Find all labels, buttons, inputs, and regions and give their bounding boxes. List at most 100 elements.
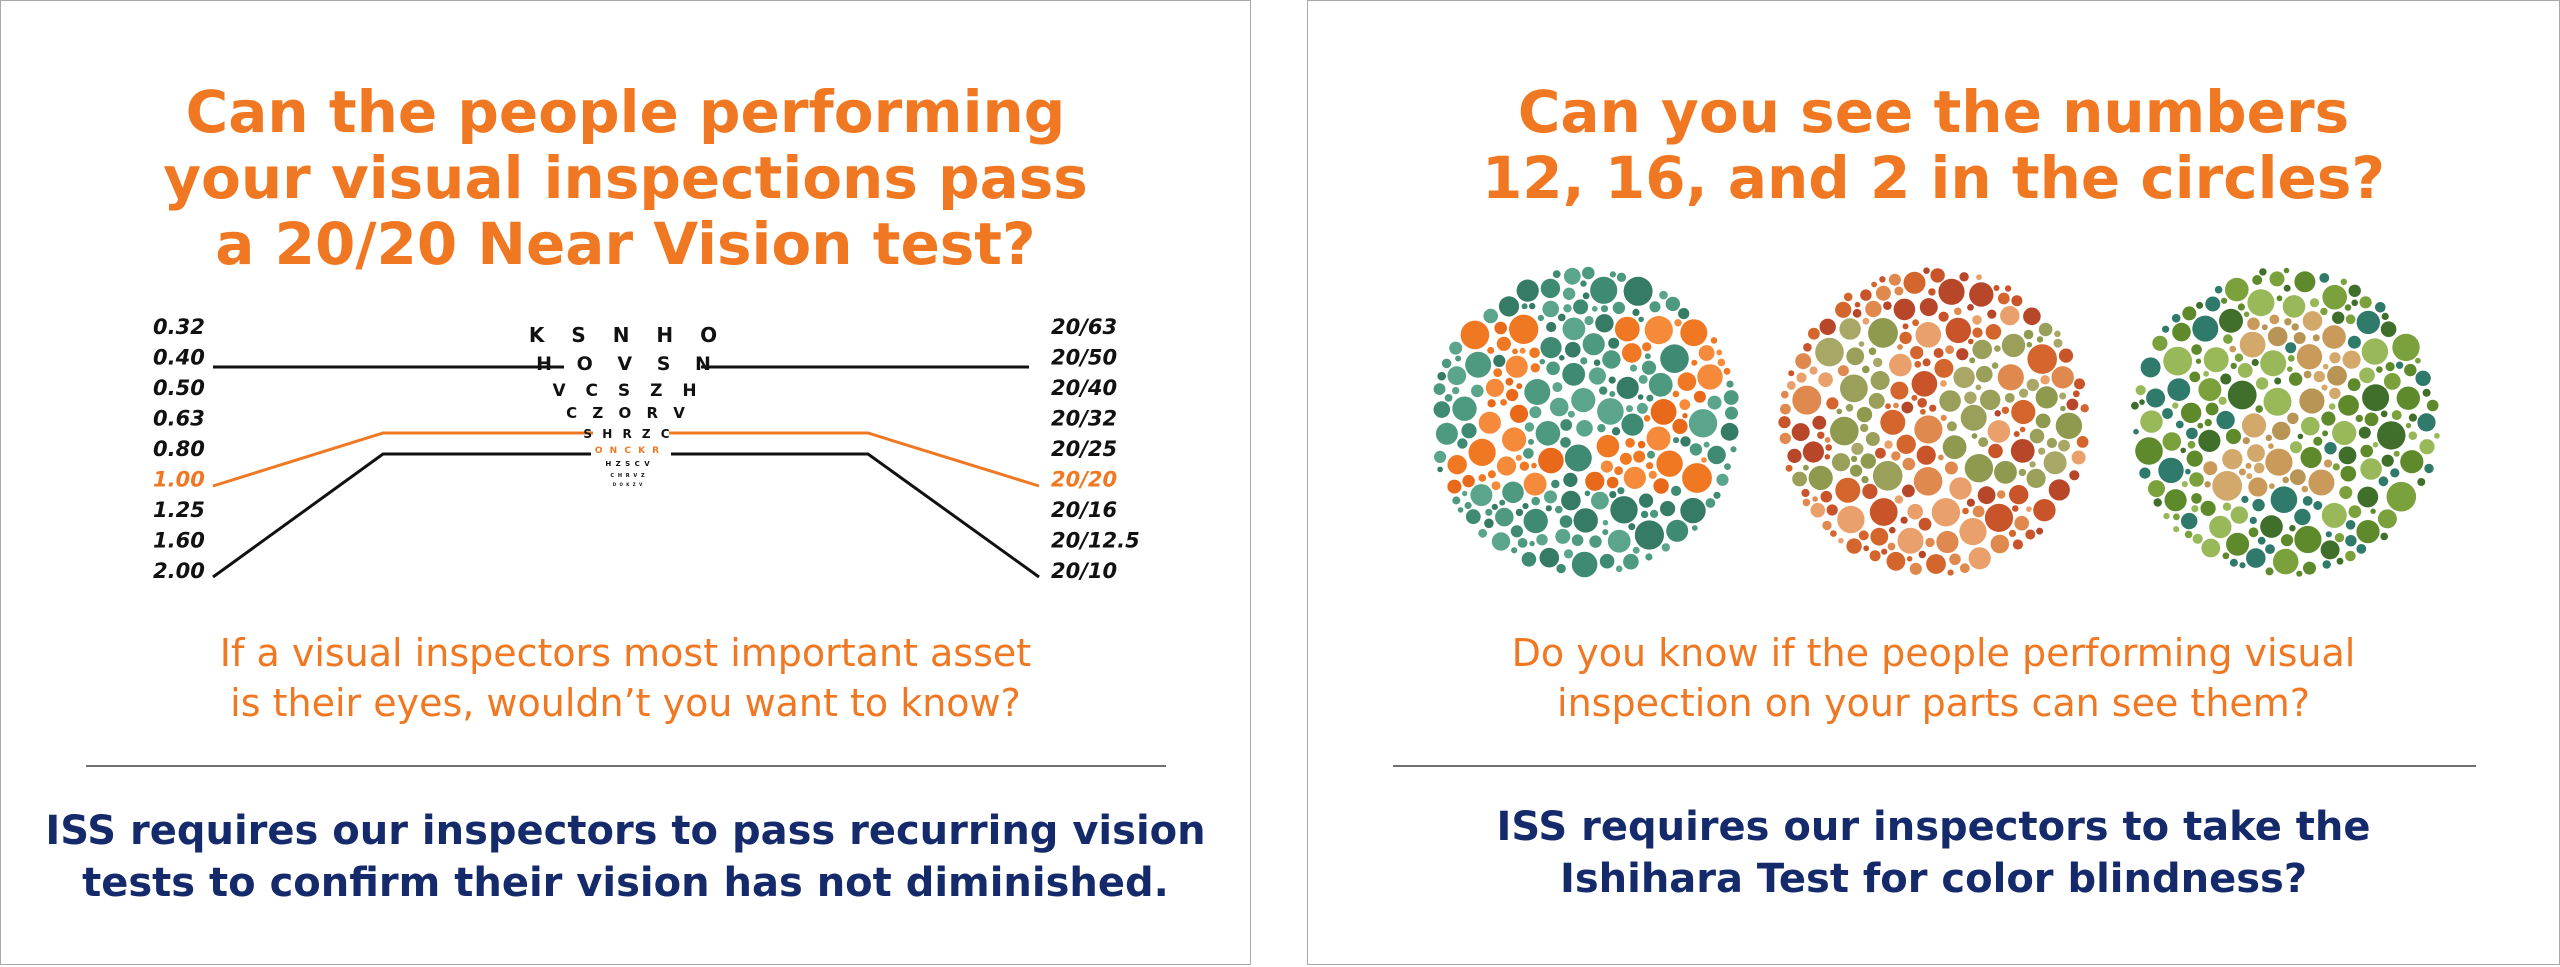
plate-background-dot: [2372, 441, 2379, 448]
plate-background-dot: [1615, 565, 1623, 573]
plate-background-dot: [1521, 552, 1537, 567]
plate-background-dot: [1433, 401, 1451, 418]
plate-figure-dot: [1710, 337, 1718, 344]
left-panel: Can the people performing your visual in…: [0, 0, 1251, 965]
plate-background-dot: [2287, 366, 2293, 372]
plate-figure-dot: [1873, 357, 1883, 368]
plate-figure-dot: [2019, 388, 2029, 398]
plate-figure-dot: [2060, 405, 2066, 412]
plate-figure-dot: [2313, 370, 2325, 383]
plate-background-dot: [2010, 439, 2035, 463]
plate-background-dot: [1555, 505, 1563, 514]
plate-background-dot: [2283, 284, 2291, 292]
plate-background-dot: [1485, 508, 1493, 516]
plate-figure-dot: [1831, 453, 1851, 472]
plate-background-dot: [1938, 454, 1944, 461]
plate-figure-dot: [1485, 378, 1504, 397]
plate-background-dot: [1835, 301, 1852, 318]
decimal-acuity-label: 0.50: [153, 376, 205, 400]
plate-background-dot: [1638, 374, 1648, 384]
plate-background-dot: [2173, 513, 2180, 521]
plate-background-dot: [2200, 500, 2216, 516]
plate-figure-dot: [2329, 352, 2341, 364]
plate-figure-dot: [1815, 337, 1844, 367]
plate-background-dot: [1535, 421, 1561, 446]
plate-background-dot: [1632, 308, 1640, 316]
plate-figure-dot: [2268, 443, 2274, 449]
plate-background-dot: [1524, 379, 1551, 405]
plate-background-dot: [1584, 490, 1591, 497]
subline-line-2: inspection on your parts can see them?: [1557, 681, 2310, 725]
plate-figure-dot: [1840, 374, 1868, 403]
plate-background-dot: [2348, 284, 2361, 297]
plate-figure-dot: [1858, 341, 1865, 347]
decimal-acuity-label: 0.32: [153, 315, 205, 339]
plate-background-dot: [2392, 333, 2420, 362]
plate-background-dot: [2415, 370, 2431, 386]
plate-background-dot: [2280, 534, 2294, 547]
plate-figure-dot: [2247, 444, 2265, 462]
plate-figure-dot: [2023, 329, 2034, 340]
plate-background-dot: [2252, 498, 2265, 512]
plate-background-dot: [2377, 421, 2406, 450]
plate-background-dot: [1972, 505, 1985, 518]
plate-background-dot: [1972, 315, 1982, 325]
plate-figure-dot: [2029, 428, 2045, 444]
plate-background-dot: [1556, 563, 1566, 574]
plate-background-dot: [2163, 346, 2193, 376]
plate-background-dot: [1897, 527, 1924, 554]
plate-background-dot: [1590, 276, 1618, 304]
plate-background-dot: [2069, 470, 2080, 481]
plate-background-dot: [2422, 388, 2431, 397]
plate-background-dot: [2364, 412, 2379, 427]
plate-background-dot: [2220, 373, 2232, 385]
plate-background-dot: [1910, 346, 1924, 360]
plate-background-dot: [1510, 525, 1523, 538]
plate-background-dot: [1903, 271, 1926, 294]
plate-background-dot: [1544, 490, 1557, 504]
plate-background-dot: [1726, 380, 1734, 388]
plate-background-dot: [2248, 527, 2259, 538]
eye-chart-letter-row: V C S Z H: [552, 381, 703, 401]
plate-figure-dot: [1976, 365, 1993, 383]
plate-figure-dot: [1509, 314, 1539, 344]
plate-background-dot: [2259, 268, 2267, 276]
plate-background-dot: [1791, 423, 1810, 442]
plate-figure-dot: [1619, 452, 1632, 465]
plate-figure-dot: [1633, 450, 1646, 463]
plate-background-dot: [1523, 448, 1534, 459]
plate-background-dot: [1462, 490, 1468, 497]
plate-figure-dot: [1677, 372, 1697, 391]
plate-background-dot: [2239, 562, 2246, 569]
plate-background-dot: [2227, 380, 2257, 410]
plate-figure-dot: [2322, 363, 2329, 370]
plate-background-dot: [2171, 313, 2181, 323]
plate-background-dot: [2139, 467, 2151, 479]
plate-figure-dot: [1964, 391, 1977, 404]
plate-figure-dot: [1697, 364, 1723, 390]
plate-figure-dot: [1496, 456, 1517, 476]
plate-background-dot: [1517, 538, 1528, 548]
plate-background-dot: [1582, 266, 1595, 280]
plate-figure-dot: [1682, 413, 1688, 419]
plate-background-dot: [2380, 410, 2388, 418]
plate-background-dot: [2404, 363, 2417, 377]
plate-background-dot: [2332, 311, 2345, 324]
plate-background-dot: [1880, 409, 1906, 435]
plate-figure-dot: [1502, 427, 1527, 452]
plate-background-dot: [1580, 280, 1587, 287]
plate-background-dot: [2230, 362, 2237, 370]
plate-background-dot: [1552, 382, 1563, 393]
plate-background-dot: [2025, 529, 2036, 540]
plate-background-dot: [1987, 309, 1997, 319]
eye-chart-letter-row: H O V S N: [536, 353, 720, 375]
plate-background-dot: [1537, 314, 1544, 322]
plate-figure-dot: [1614, 466, 1623, 476]
plate-figure-dot: [1493, 368, 1503, 377]
plate-background-dot: [1863, 545, 1870, 552]
plate-background-dot: [1562, 287, 1576, 300]
plate-background-dot: [2198, 429, 2221, 452]
plate-figure-dot: [1505, 355, 1528, 378]
plate-figure-dot: [1515, 454, 1522, 461]
plate-background-dot: [1647, 450, 1655, 459]
